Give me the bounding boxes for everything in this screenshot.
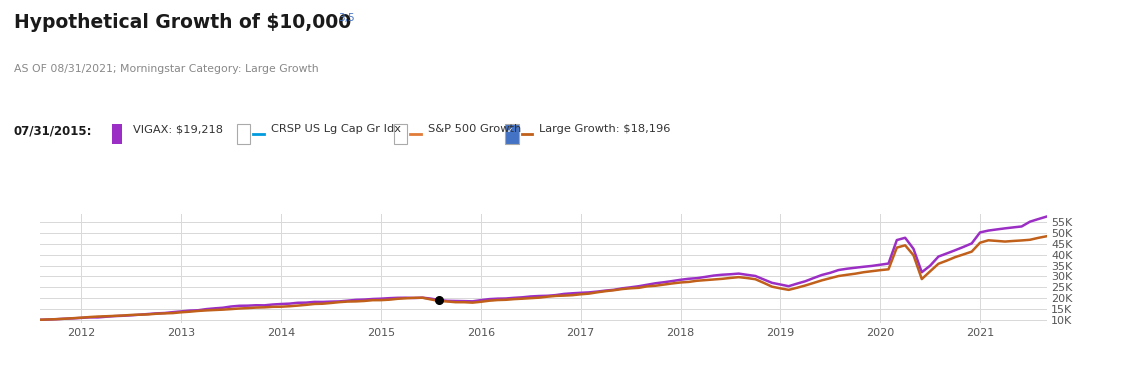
Text: Hypothetical Growth of $10,000: Hypothetical Growth of $10,000 [14, 13, 351, 32]
Text: ✓: ✓ [506, 126, 513, 135]
Text: AS OF 08/31/2021; Morningstar Category: Large Growth: AS OF 08/31/2021; Morningstar Category: … [14, 64, 319, 74]
Text: VIGAX: $19,218: VIGAX: $19,218 [133, 124, 223, 134]
Text: CRSP US Lg Cap Gr Idx: CRSP US Lg Cap Gr Idx [271, 124, 401, 134]
Text: S&P 500 Growth: S&P 500 Growth [428, 124, 521, 134]
Text: Large Growth: $18,196: Large Growth: $18,196 [539, 124, 670, 134]
Text: 07/31/2015:: 07/31/2015: [14, 124, 92, 137]
Text: 3,5: 3,5 [338, 13, 355, 23]
